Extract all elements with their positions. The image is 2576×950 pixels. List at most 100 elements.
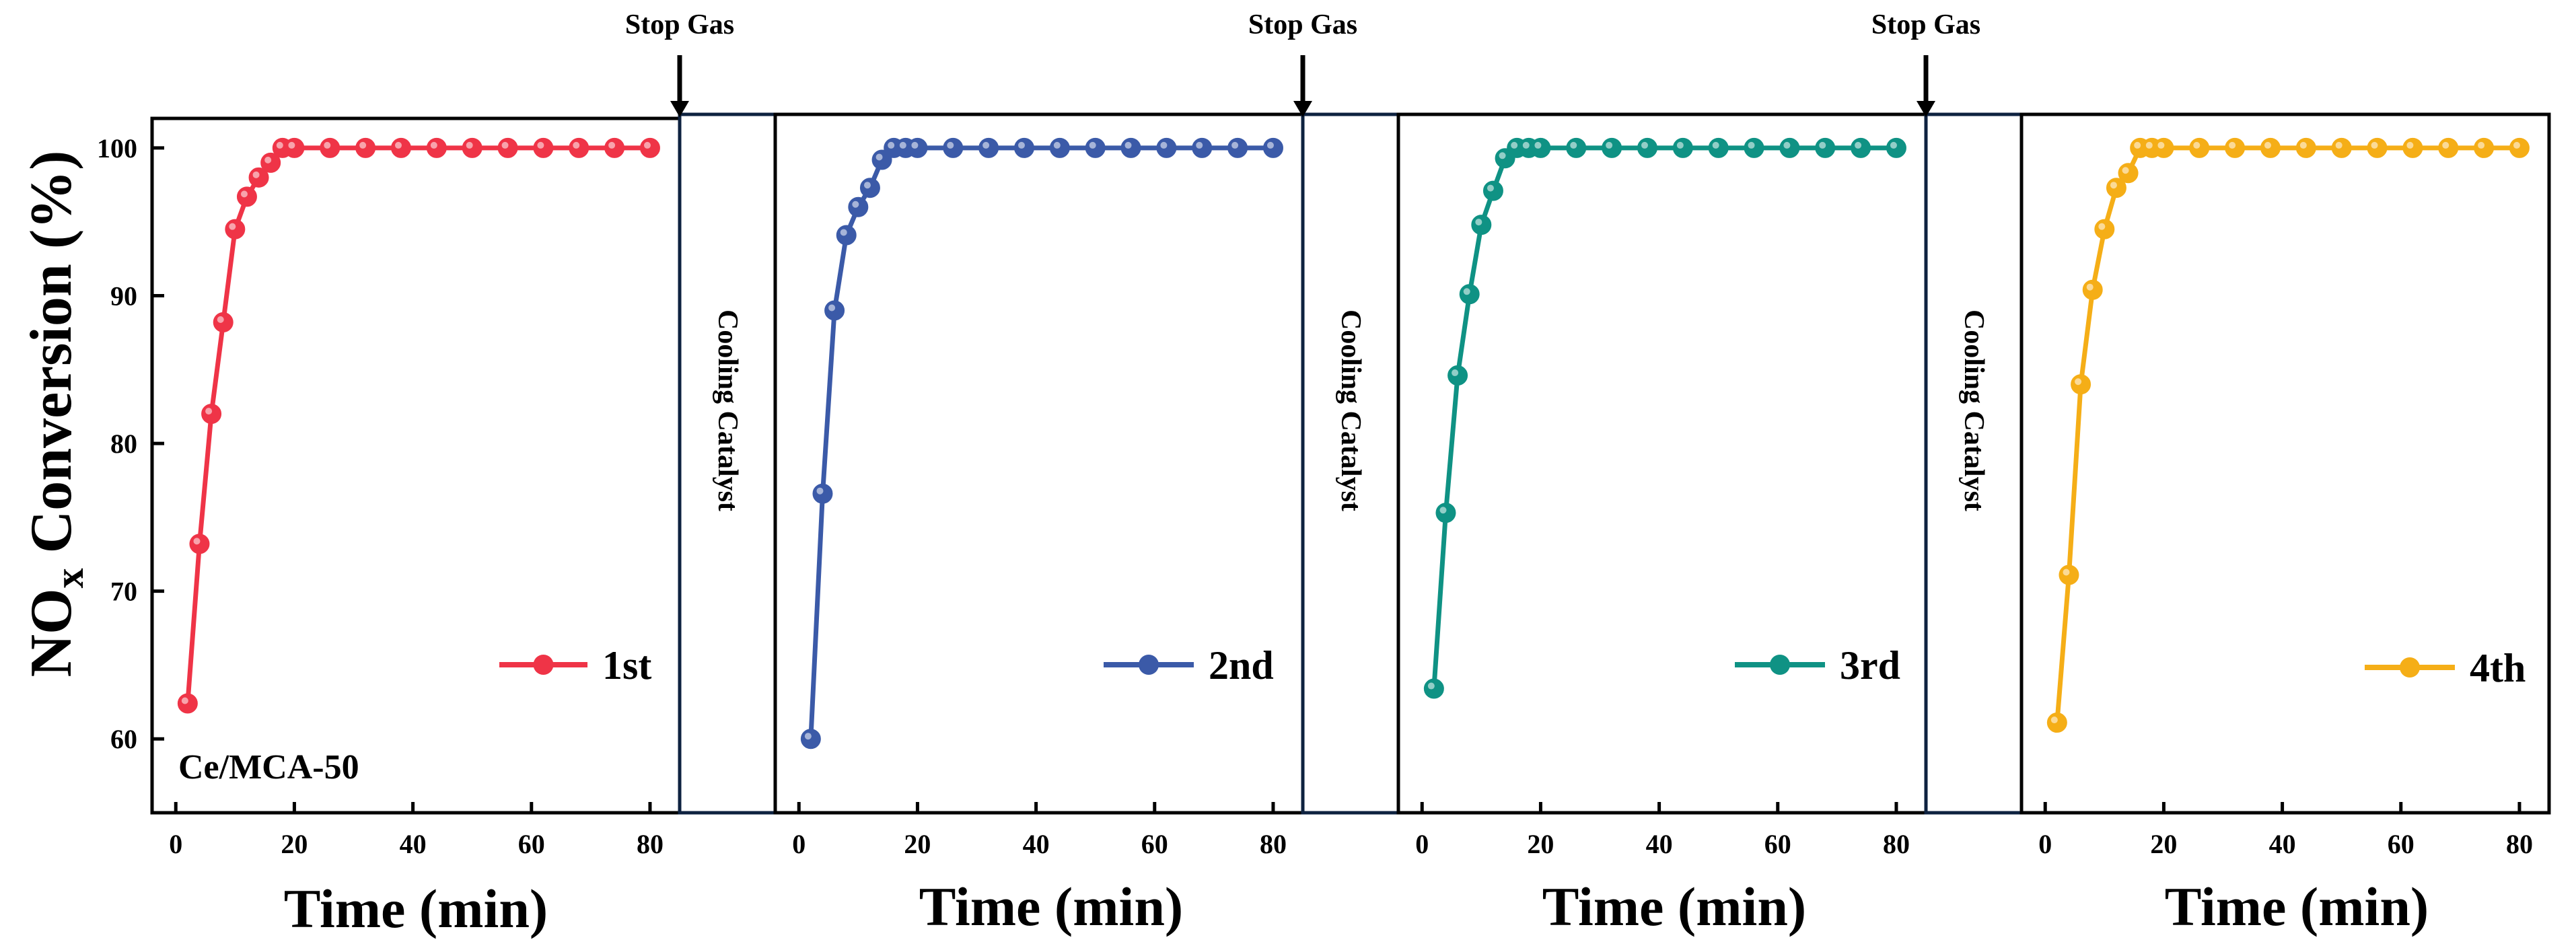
data-point-highlight xyxy=(2134,141,2141,149)
panel-4th: 0 20 40 60 80 4th Time (min) xyxy=(2019,112,2551,937)
x-axis-label-1: Time (min) xyxy=(284,878,548,939)
data-point-highlight xyxy=(573,141,580,149)
data-point-highlight xyxy=(1160,141,1168,149)
data-point xyxy=(812,483,833,504)
data-point xyxy=(2225,137,2246,158)
data-point-highlight xyxy=(2098,223,2106,230)
data-point xyxy=(2071,374,2091,395)
data-point-highlight xyxy=(2157,141,2165,149)
panel-2nd: 0 20 40 60 80 2nd Time (min) xyxy=(773,112,1305,937)
x-tick-label: 80 xyxy=(637,829,664,859)
data-point-highlight xyxy=(1783,141,1791,149)
x-tick-label: 80 xyxy=(1260,829,1287,859)
y-axis-ticks: 60 70 80 90 100 xyxy=(97,133,164,754)
data-point-highlight xyxy=(359,141,367,149)
data-point-highlight xyxy=(1124,141,1132,149)
y-tick-label: 60 xyxy=(110,724,137,754)
data-point-highlight xyxy=(982,141,990,149)
data-point xyxy=(1459,284,1480,305)
data-point-highlight xyxy=(2193,141,2201,149)
data-point-highlight xyxy=(840,229,847,236)
x-tick-label: 0 xyxy=(792,829,806,859)
data-point-highlight xyxy=(537,141,544,149)
x-tick-label: 0 xyxy=(2038,829,2052,859)
data-point xyxy=(569,137,589,158)
stop-gas-arrowhead-2 xyxy=(1293,101,1312,117)
data-point xyxy=(1602,137,1622,158)
data-point xyxy=(978,137,999,158)
data-point xyxy=(1262,137,1283,158)
legend-1st: 1st xyxy=(499,643,651,688)
data-point xyxy=(800,729,821,750)
data-point-highlight xyxy=(288,141,295,149)
y-axis-label-subscript: x xyxy=(47,568,92,588)
y-axis-label-main: NO xyxy=(19,588,84,677)
x-tick-label: 60 xyxy=(1764,829,1791,859)
y-axis-label: NOx Conversion (%) xyxy=(19,151,92,678)
data-point-highlight xyxy=(643,141,651,149)
data-point xyxy=(1120,137,1141,158)
stop-gas-label-2: Stop Gas xyxy=(1248,9,1357,40)
data-point xyxy=(1482,180,1503,201)
data-point-highlight xyxy=(2442,141,2449,149)
x-tick-label: 80 xyxy=(2506,829,2533,859)
data-point xyxy=(1708,137,1729,158)
x-tick-label: 60 xyxy=(518,829,545,859)
data-point-highlight xyxy=(899,141,906,149)
panel-2nd-x-ticks: 0 20 40 60 80 xyxy=(792,802,1287,859)
data-point-highlight xyxy=(828,304,836,312)
legend-4th-marker xyxy=(2400,657,2420,678)
panel-1st: 60 70 80 90 100 0 20 40 60 80 1st Ce/MCA-50 Time… xyxy=(97,116,682,939)
data-point-highlight xyxy=(2513,141,2520,149)
data-point-highlight xyxy=(1463,288,1470,295)
data-point xyxy=(1049,137,1070,158)
data-point-highlight xyxy=(2086,283,2094,291)
data-point xyxy=(225,219,246,240)
legend-1st-label: 1st xyxy=(602,643,651,688)
data-point-highlight xyxy=(430,141,437,149)
data-point-highlight xyxy=(2264,141,2271,149)
data-point xyxy=(201,404,222,425)
series-line xyxy=(185,145,650,704)
x-tick-label: 40 xyxy=(400,829,427,859)
data-point xyxy=(1637,137,1657,158)
data-point xyxy=(1779,137,1800,158)
data-point-highlight xyxy=(2110,182,2117,189)
data-point xyxy=(1744,137,1764,158)
panel-4th-frame xyxy=(2019,112,2551,815)
data-point xyxy=(213,312,234,333)
series-line xyxy=(2054,145,2519,723)
data-point xyxy=(1435,503,1456,523)
data-point xyxy=(1886,137,1906,158)
x-tick-label: 40 xyxy=(1646,829,1673,859)
data-point xyxy=(1013,137,1034,158)
x-tick-label: 0 xyxy=(169,829,182,859)
data-point xyxy=(533,137,554,158)
data-point-highlight xyxy=(2122,167,2129,174)
data-point xyxy=(2509,137,2530,158)
data-point xyxy=(2082,279,2103,300)
data-point xyxy=(2367,137,2388,158)
data-point-highlight xyxy=(1427,682,1435,690)
data-point-highlight xyxy=(1231,141,1239,149)
data-point xyxy=(1227,137,1248,158)
data-point xyxy=(2295,137,2316,158)
cooling-label-2: Cooling Catalyst xyxy=(1335,309,1366,511)
data-point-highlight xyxy=(1017,141,1025,149)
data-point-highlight xyxy=(1487,184,1494,192)
data-point-highlight xyxy=(217,316,224,324)
data-point-highlight xyxy=(2299,141,2307,149)
data-point xyxy=(1192,137,1213,158)
data-point-highlight xyxy=(2229,141,2236,149)
data-point xyxy=(2118,163,2139,184)
data-point-highlight xyxy=(1534,141,1542,149)
data-point xyxy=(836,225,857,246)
data-point xyxy=(320,137,341,158)
x-tick-label: 20 xyxy=(1527,829,1554,859)
x-tick-label: 80 xyxy=(1883,829,1910,859)
data-point xyxy=(497,137,518,158)
stop-gas-label-3: Stop Gas xyxy=(1871,9,1980,40)
data-point-highlight xyxy=(2406,141,2414,149)
data-point-highlight xyxy=(2478,141,2485,149)
